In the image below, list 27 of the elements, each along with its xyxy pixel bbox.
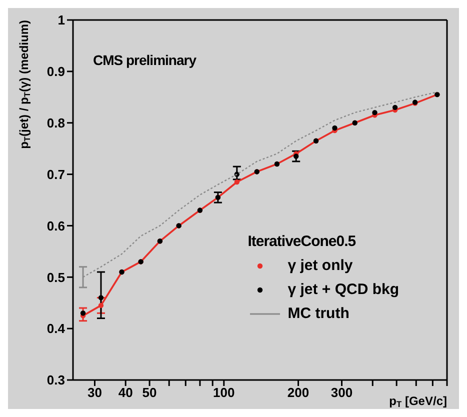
x-tick-label: 100: [213, 385, 235, 400]
x-tick-label: 300: [330, 385, 353, 400]
y-tick-label: 0.9: [46, 64, 65, 80]
y-tick-label: 0.4: [46, 321, 66, 336]
legend-title: IterativeCone0.5: [248, 233, 356, 250]
annotation: CMS preliminary: [93, 52, 196, 68]
y-tick-label: 0.6: [46, 218, 65, 234]
point: [98, 302, 104, 308]
point: [234, 179, 240, 185]
y-tick-label: 1: [58, 12, 65, 28]
point: [332, 125, 338, 131]
y-tick-label: 0.3: [46, 372, 65, 388]
point: [80, 310, 86, 316]
legend-label: MC truth: [288, 304, 350, 324]
y-tick-label: 0.5: [46, 270, 65, 285]
x-tick-label: 50: [142, 385, 157, 400]
y-tick-label: 0.7: [46, 166, 65, 182]
x-axis-title: p$_{T}$ [GeV/c]: [389, 394, 447, 410]
legend-label: γ jet + QCD bkg: [288, 280, 399, 300]
point: [294, 154, 299, 159]
point: [372, 110, 378, 116]
legend-label: γ jet only: [288, 256, 353, 276]
x-tick-label: 40: [118, 385, 133, 400]
x-tick-label: 30: [87, 385, 102, 400]
point: [392, 104, 398, 110]
x-tick-label: 200: [287, 385, 310, 400]
y-tick-label: 0.8: [46, 115, 65, 130]
